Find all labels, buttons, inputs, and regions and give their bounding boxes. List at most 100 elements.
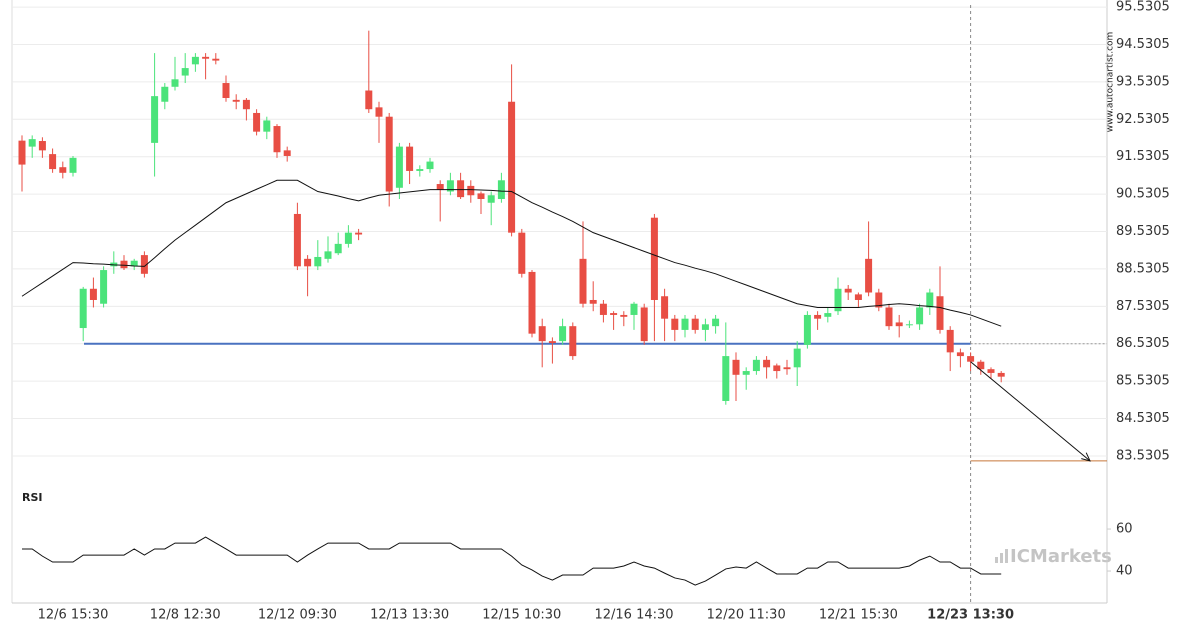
x-tick-label: 12/23 13:30 [927,608,1014,623]
candle-body [212,58,220,61]
logo-bar [1000,553,1003,563]
candle-body [599,303,607,315]
candle-body [783,367,791,370]
candle-body [18,140,26,165]
y-tick-label: 84.5305 [1116,411,1170,426]
candle-body [69,157,77,173]
candle-body [242,99,250,110]
candle-body [997,372,1005,377]
y-tick-label: 91.5305 [1116,149,1170,164]
x-tick-label: 12/8 12:30 [150,608,221,623]
candle-body [640,307,648,342]
candle-body [885,307,893,327]
candle-body [793,348,801,368]
candle-body [273,126,281,153]
candle-body [436,184,444,190]
candle-body [49,154,57,170]
y-tick-label: 94.5305 [1116,37,1170,52]
candle-body [130,260,138,267]
candle-body [814,314,822,319]
rsi-label: RSI [22,491,43,504]
y-tick-label: 87.5305 [1116,299,1170,314]
candle-body [977,361,985,370]
candle-body [191,56,199,65]
candle-body [865,258,873,293]
candle-body [467,185,475,196]
x-axis-band [0,604,1200,630]
candle-body [59,167,67,173]
watermark: www.autochartist.com [1106,32,1116,133]
candle-body [559,326,567,342]
candle-body [324,251,332,259]
candle-body [610,313,618,315]
x-tick-label: 12/13 13:30 [370,608,449,623]
y-tick-label: 86.5305 [1116,336,1170,351]
candle-body [824,313,832,317]
candle-body [406,146,414,171]
candle-body [620,314,628,317]
candle-body [844,288,852,293]
candle-body [967,356,975,362]
x-tick-label: 12/6 15:30 [38,608,109,623]
candle-body [457,180,465,198]
candle-body [100,270,108,304]
candle-body [89,288,97,300]
y-tick-label: 93.5305 [1116,74,1170,89]
candle-body [722,356,730,401]
candle-body [712,318,720,327]
candle-body [477,193,485,199]
candle-body [28,139,36,147]
candle-body [936,296,944,330]
candle-body [946,329,954,353]
rsi-line [22,536,1002,586]
candle-body [38,141,46,151]
logo: ICMarkets [995,546,1112,567]
logo-bar [1005,549,1008,563]
candle-body [344,232,352,244]
candle-body [151,96,159,143]
candle-body [365,90,373,110]
candle-body [569,326,577,357]
candle-body [752,359,760,372]
candle-body [304,258,312,267]
candle-body [987,369,995,373]
forecast-arrowhead [1081,452,1091,462]
candle-body [701,324,709,330]
candle-body [528,271,536,334]
candle-body [263,120,271,132]
candle-body [773,365,781,372]
y-tick-label: 83.5305 [1116,448,1170,463]
moving-average [21,179,1002,327]
candle-body [314,256,322,267]
candle-body [854,294,862,300]
rsi-tick-label: 60 [1116,522,1133,537]
candle-body [916,307,924,325]
logo-bar [995,557,998,563]
candle-body [497,180,505,199]
candle-body [181,68,189,76]
x-tick-label: 12/15 10:30 [482,608,561,623]
y-tick-label: 88.5305 [1116,261,1170,276]
candle-body [385,116,393,192]
candle-body [763,359,771,368]
candle-body [803,314,811,345]
y-tick-label: 90.5305 [1116,187,1170,202]
candle-body [446,180,454,192]
candle-body [355,232,363,235]
candle-body [375,107,383,117]
x-tick-label: 12/12 09:30 [258,608,337,623]
candle-body [691,318,699,330]
candle-body [161,86,169,102]
rsi-tick-label: 40 [1116,564,1133,579]
candle-body [956,352,964,357]
candle-body [875,292,883,308]
y-tick-label: 92.5305 [1116,112,1170,127]
logo-text: ICMarkets [1010,546,1112,567]
candle-body [671,318,679,330]
candle-body [732,359,740,375]
x-tick-label: 12/16 14:30 [594,608,673,623]
candle-body [834,288,842,312]
candle-body [579,258,587,304]
y-tick-label: 85.5305 [1116,374,1170,389]
